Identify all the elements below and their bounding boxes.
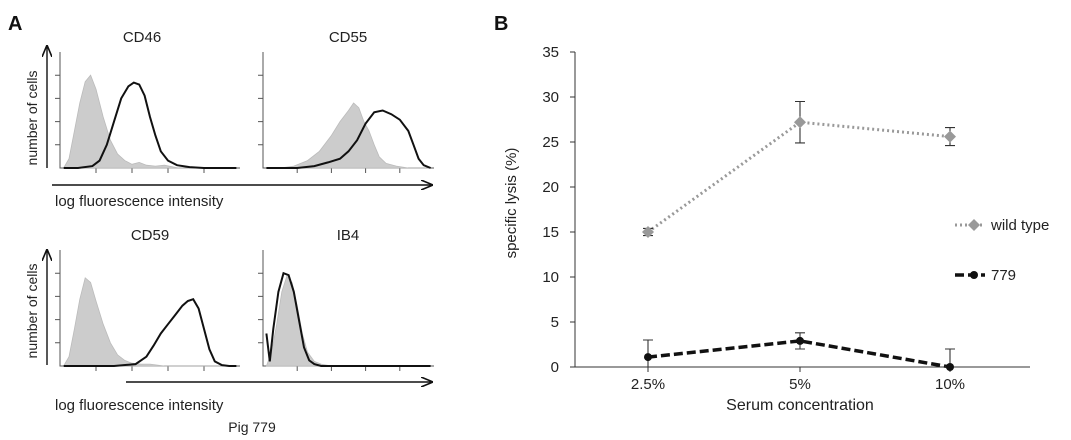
subplot-cd59: [55, 250, 240, 371]
open-histogram-ib4: [265, 271, 431, 367]
filled-histogram-cd46: [62, 74, 237, 169]
subplot-cd55: [258, 52, 434, 173]
panel-a-label: A: [8, 13, 22, 35]
data-point-779: [644, 353, 652, 362]
subplot-title-ib4: IB4: [337, 227, 360, 244]
legend-label-wild-type: wild type: [990, 217, 1049, 234]
data-point-wild-type: [642, 226, 654, 238]
b-y-tick-label: 30: [542, 89, 559, 106]
axis-ticks: [55, 74, 205, 173]
b-x-tick-label: 5%: [789, 376, 811, 393]
b-y-tick-label: 5: [551, 314, 559, 331]
data-point-779: [946, 363, 954, 371]
panel-b-label: B: [494, 13, 508, 35]
open-histogram-cd59: [63, 297, 237, 367]
ylabel-row2: number of cells: [24, 264, 40, 359]
ylabel-row1: number of cells: [24, 71, 40, 166]
subplot-cd46: [55, 52, 240, 173]
subplot-title-cd55: CD55: [329, 29, 367, 46]
legend-label-779: 779: [991, 267, 1016, 284]
filled-histogram-cd59: [62, 277, 237, 367]
b-y-tick-label: 0: [551, 359, 559, 376]
open-histogram-cd55: [266, 109, 431, 169]
b-y-tick-label: 20: [542, 179, 559, 196]
b-series-layer: [642, 100, 956, 371]
figure-caption-pig-779: Pig 779: [228, 419, 276, 435]
b-y-tick-label: 25: [542, 134, 559, 151]
legend-item-779: 779: [955, 267, 1016, 284]
filled-histogram-ib4: [265, 275, 431, 367]
b-xlabel: Serum concentration: [726, 397, 874, 414]
axis-ticks: [55, 272, 205, 371]
data-point-wild-type: [794, 116, 806, 129]
subplot-title-cd59: CD59: [131, 227, 169, 244]
filled-histogram-cd55: [266, 102, 431, 169]
axis-ticks: [258, 272, 401, 371]
open-histogram-cd46: [63, 81, 237, 169]
series-line-779: [647, 339, 951, 369]
legend: wild type 779: [955, 217, 1049, 284]
b-y-tick-label: 15: [542, 224, 559, 241]
b-x-tick-label: 10%: [935, 376, 965, 393]
legend-marker-wild-type: [968, 219, 980, 231]
b-y-tick-label: 35: [542, 44, 559, 61]
b-x-ticks: 2.5% 5% 10%: [631, 367, 965, 393]
b-y-tick-label: 10: [542, 269, 559, 286]
data-point-779: [796, 336, 804, 345]
b-y-ticks: 0 5 10 15 20 25 30 35: [542, 44, 575, 376]
axis-ticks: [258, 74, 401, 173]
b-x-tick-label: 2.5%: [631, 376, 665, 393]
legend-marker-779: [970, 271, 978, 279]
legend-item-wild-type: wild type: [955, 217, 1049, 234]
subplot-ib4: [258, 250, 434, 371]
series-line-wild-type: [647, 120, 951, 234]
b-ylabel: specific lysis (%): [503, 148, 520, 259]
xlabel-row1: log fluorescence intensity: [55, 193, 224, 210]
subplot-title-cd46: CD46: [123, 29, 161, 46]
data-point-wild-type: [944, 130, 956, 143]
xlabel-row2: log fluorescence intensity: [55, 397, 224, 414]
